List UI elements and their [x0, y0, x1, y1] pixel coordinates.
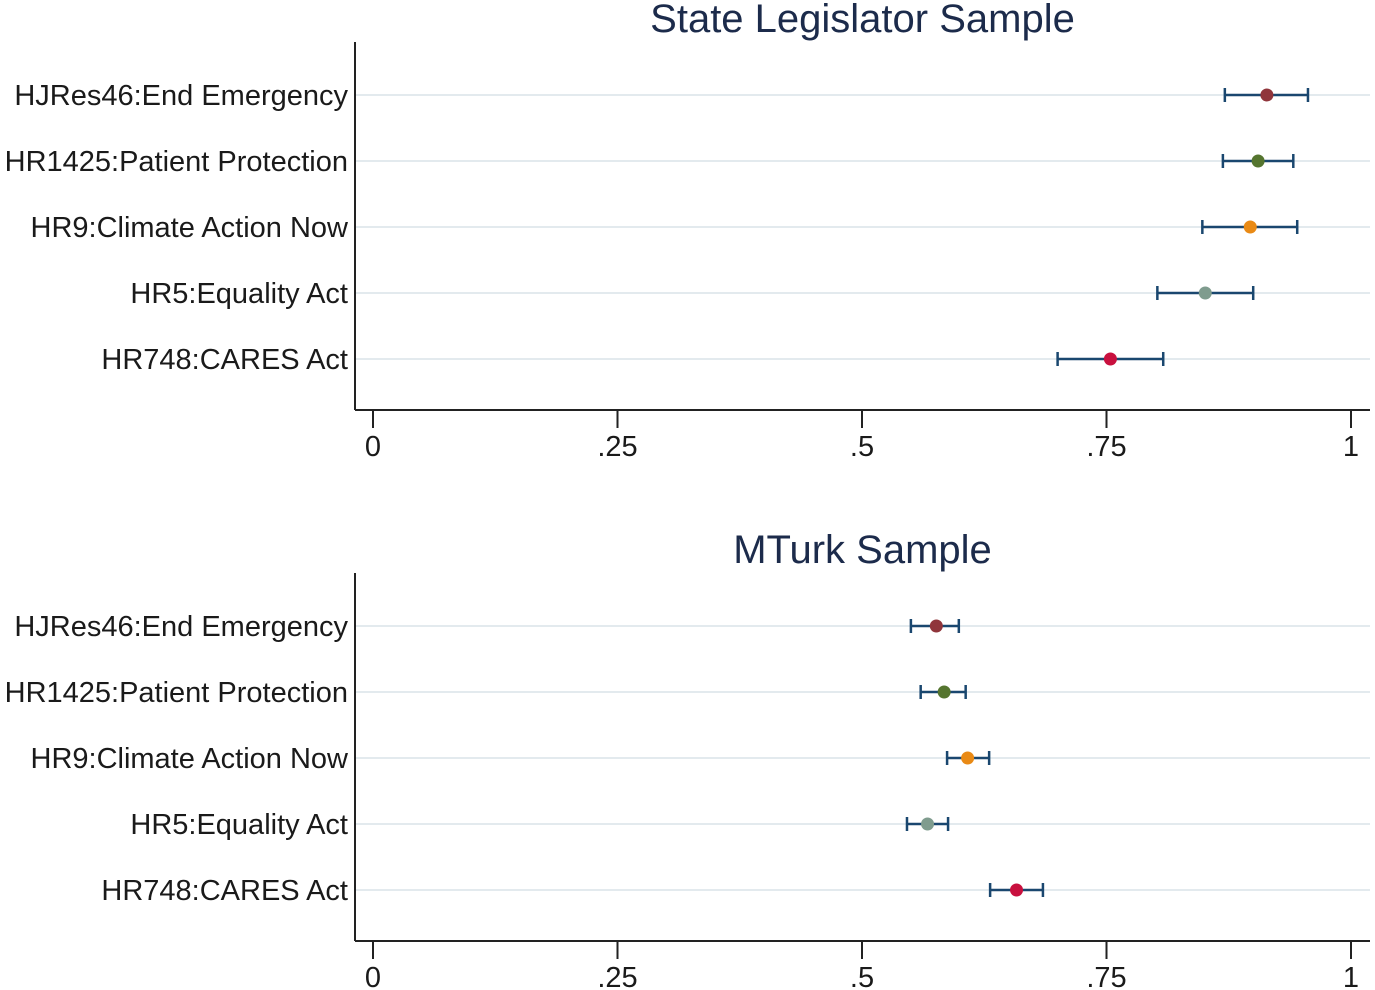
category-label: HR1425:Patient Protection — [5, 677, 348, 709]
x-tick-label: .75 — [1086, 431, 1126, 463]
category-label: HR9:Climate Action Now — [31, 743, 350, 775]
panel-state-legislator-sample: State Legislator Sample 0 .25 .5 .75 1 HJRes4… — [5, 0, 1370, 463]
panel-mturk-sample: MTurk Sample 0 .25 .5 .75 1 HJRes46:End Emerg… — [5, 528, 1370, 990]
point-estimate — [1260, 88, 1274, 102]
category-label: HJRes46:End Emergency — [14, 611, 348, 643]
category-label: HR1425:Patient Protection — [5, 146, 348, 178]
point-estimate — [1103, 352, 1117, 366]
x-tick-label: 1 — [1343, 431, 1359, 463]
point-estimate — [1243, 220, 1257, 234]
x-tick-label: 1 — [1343, 962, 1359, 990]
point-estimate — [921, 817, 935, 831]
category-label: HR9:Climate Action Now — [31, 212, 350, 244]
x-tick-label: .5 — [850, 431, 874, 463]
category-label: HR5:Equality Act — [130, 278, 348, 310]
category-label: HR748:CARES Act — [101, 875, 348, 907]
panel-title: MTurk Sample — [733, 528, 992, 572]
category-label: HJRes46:End Emergency — [14, 80, 348, 112]
point-estimate — [929, 619, 943, 633]
point-estimate — [937, 685, 951, 699]
point-estimate — [1198, 286, 1212, 300]
x-tick-label: .75 — [1086, 962, 1126, 990]
point-estimate — [961, 751, 975, 765]
x-tick-label: 0 — [365, 431, 381, 463]
panel-title: State Legislator Sample — [650, 0, 1075, 41]
point-estimate — [1010, 883, 1024, 897]
category-label: HR748:CARES Act — [101, 344, 348, 376]
x-tick-label: .25 — [597, 962, 637, 990]
point-estimate — [1251, 154, 1265, 168]
x-tick-label: 0 — [365, 962, 381, 990]
category-label: HR5:Equality Act — [130, 809, 348, 841]
x-tick-label: .25 — [597, 431, 637, 463]
x-tick-label: .5 — [850, 962, 874, 990]
